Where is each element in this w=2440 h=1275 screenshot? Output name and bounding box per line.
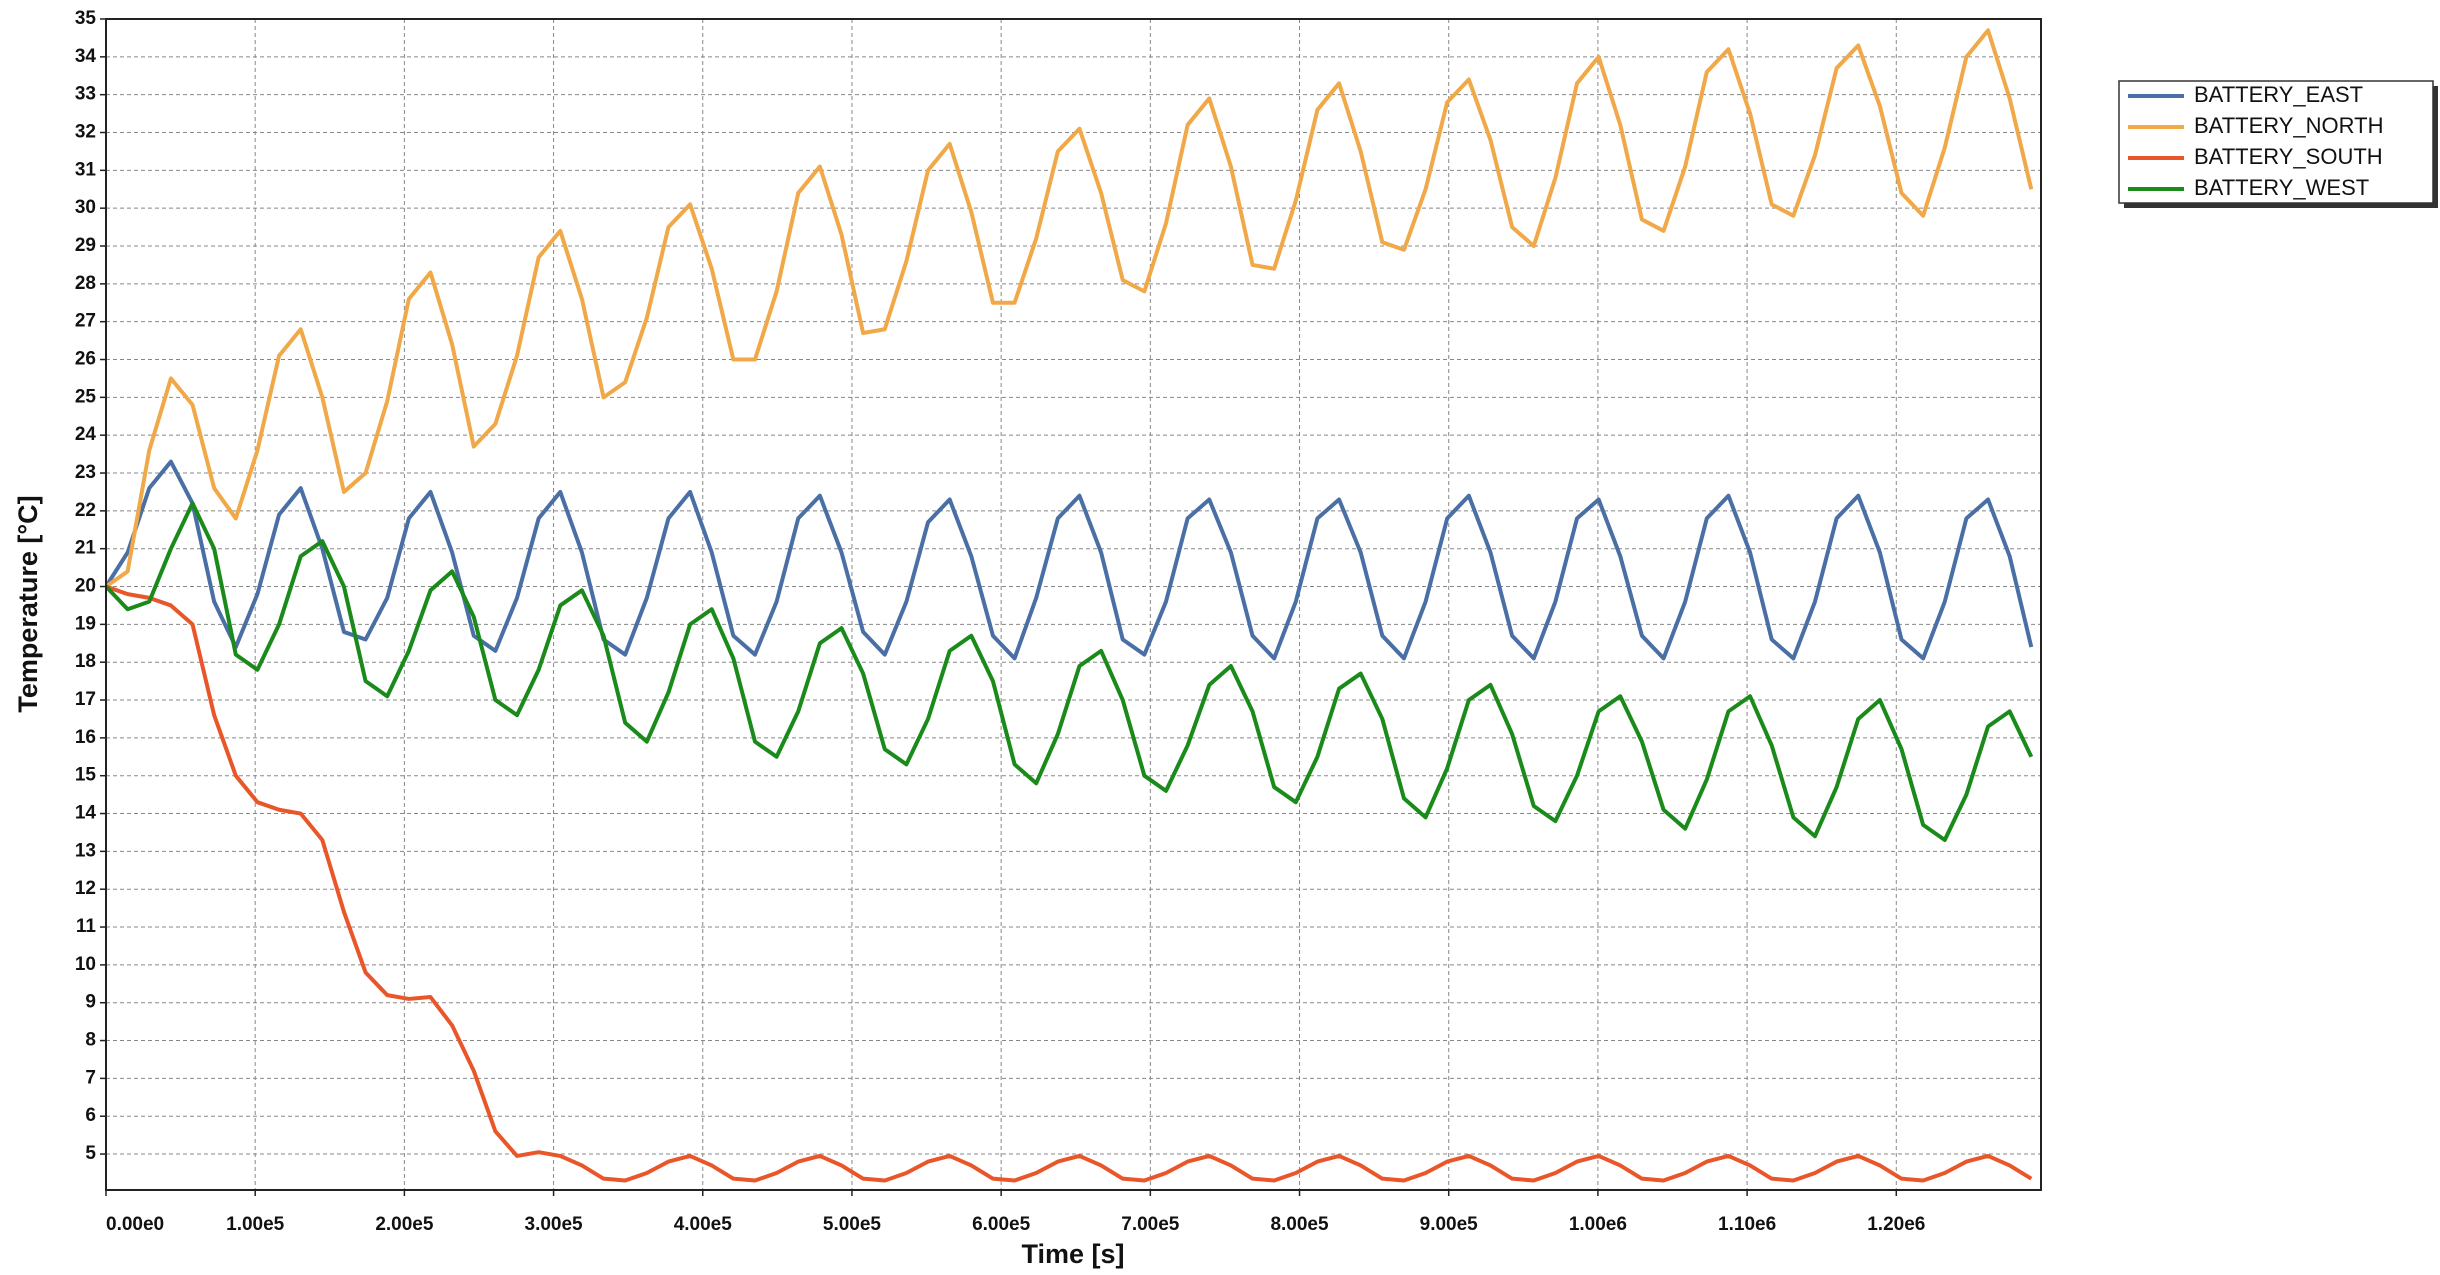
y-tick-label: 35 [75,8,97,29]
legend-box [2118,80,2434,204]
legend-label: BATTERY_EAST [2194,82,2363,107]
y-tick-label: 9 [85,992,96,1013]
x-axis-label: Time [s] [1021,1239,1124,1269]
y-tick-label: 20 [75,576,96,597]
y-tick-label: 7 [85,1067,96,1088]
y-tick-label: 33 [75,84,96,105]
y-tick-label: 10 [75,954,96,975]
y-tick-label: 19 [75,613,96,634]
x-tick-label: 3.00e5 [525,1214,584,1235]
y-tick-label: 24 [75,424,97,445]
x-tick-label: 0.00e0 [106,1214,164,1235]
legend-label: BATTERY_NORTH [2194,113,2383,138]
lines [106,28,2034,1183]
y-tick-label: 18 [75,651,96,672]
legend-label: BATTERY_WEST [2194,175,2369,200]
plot-frame [105,18,2042,1191]
x-tick-label: 1.10e6 [1718,1214,1776,1235]
x-tick-label: 6.00e5 [972,1214,1031,1235]
y-tick-label: 13 [75,840,96,861]
y-tick-label: 34 [75,46,97,67]
x-tick-label: 4.00e5 [674,1214,733,1235]
series-line [106,501,2034,843]
y-tick-label: 30 [75,197,96,218]
y-tick-label: 26 [75,349,96,370]
series-line [106,28,2034,589]
x-tick-label: 9.00e5 [1420,1214,1479,1235]
x-tick-label: 8.00e5 [1270,1214,1329,1235]
x-tick-label: 2.00e5 [375,1214,434,1235]
y-tick-label: 22 [75,500,96,521]
y-tick-label: 29 [75,235,96,256]
y-tick-label: 21 [75,538,97,559]
y-tick-label: 25 [75,386,97,407]
y-tick-label: 28 [75,273,96,294]
series-line [106,459,2034,661]
y-axis-label: Temperature [°C] [13,495,43,712]
ticks: 5 6 7 8 9 10 11 12 13 14 15 16 17 18 19 20 21 22 23 24 25 26 2… [75,8,1925,1235]
y-tick-label: 12 [75,878,96,899]
x-tick-label: 5.00e5 [823,1214,882,1235]
series-line [106,584,2033,1183]
x-tick-label: 1.00e5 [226,1214,285,1235]
y-tick-label: 15 [75,765,97,786]
y-tick-label: 5 [85,1143,96,1164]
y-tick-label: 11 [76,916,97,937]
y-tick-label: 16 [75,727,96,748]
x-tick-label: 1.20e6 [1867,1214,1925,1235]
y-tick-label: 23 [75,462,96,483]
grid [105,18,2041,1190]
legend: BATTERY_EAST BATTERY_NORTH BATTERY_SOUTH BA… [2118,80,2438,208]
plot-area [106,19,2041,1190]
y-tick-label: 32 [75,122,96,143]
y-tick-label: 31 [75,159,97,180]
y-tick-label: 6 [85,1105,96,1126]
y-tick-label: 27 [75,311,96,332]
y-tick-label: 8 [85,1030,96,1051]
x-tick-label: 1.00e6 [1569,1214,1627,1235]
x-tick-label: 7.00e5 [1121,1214,1180,1235]
y-tick-label: 17 [75,689,96,710]
legend-label: BATTERY_SOUTH [2194,144,2383,169]
y-tick-label: 14 [75,803,97,824]
